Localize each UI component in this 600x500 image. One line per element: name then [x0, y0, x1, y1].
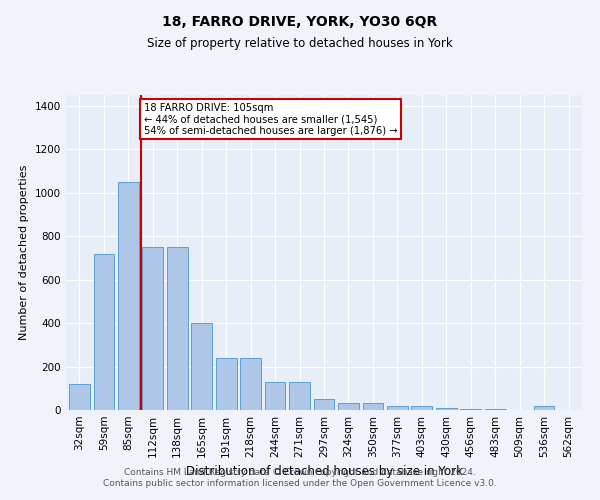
- Bar: [94, 254, 114, 410]
- Text: Contains HM Land Registry data © Crown copyright and database right 2024.
Contai: Contains HM Land Registry data © Crown c…: [103, 468, 497, 487]
- Bar: [362, 404, 383, 410]
- Bar: [412, 406, 432, 410]
- Bar: [460, 409, 481, 410]
- Bar: [216, 358, 236, 410]
- Text: 18 FARRO DRIVE: 105sqm
← 44% of detached houses are smaller (1,545)
54% of semi-: 18 FARRO DRIVE: 105sqm ← 44% of detached…: [143, 102, 397, 136]
- Bar: [436, 408, 457, 410]
- X-axis label: Distribution of detached houses by size in York: Distribution of detached houses by size …: [185, 466, 463, 478]
- Bar: [289, 382, 310, 410]
- Bar: [387, 406, 408, 410]
- Bar: [314, 399, 334, 410]
- Bar: [69, 384, 90, 410]
- Bar: [338, 404, 359, 410]
- Text: 18, FARRO DRIVE, YORK, YO30 6QR: 18, FARRO DRIVE, YORK, YO30 6QR: [163, 15, 437, 29]
- Y-axis label: Number of detached properties: Number of detached properties: [19, 165, 29, 340]
- Bar: [534, 406, 554, 410]
- Bar: [142, 247, 163, 410]
- Bar: [167, 247, 188, 410]
- Bar: [118, 182, 139, 410]
- Text: Size of property relative to detached houses in York: Size of property relative to detached ho…: [147, 38, 453, 51]
- Bar: [240, 358, 261, 410]
- Bar: [265, 382, 286, 410]
- Bar: [485, 409, 506, 410]
- Bar: [191, 323, 212, 410]
